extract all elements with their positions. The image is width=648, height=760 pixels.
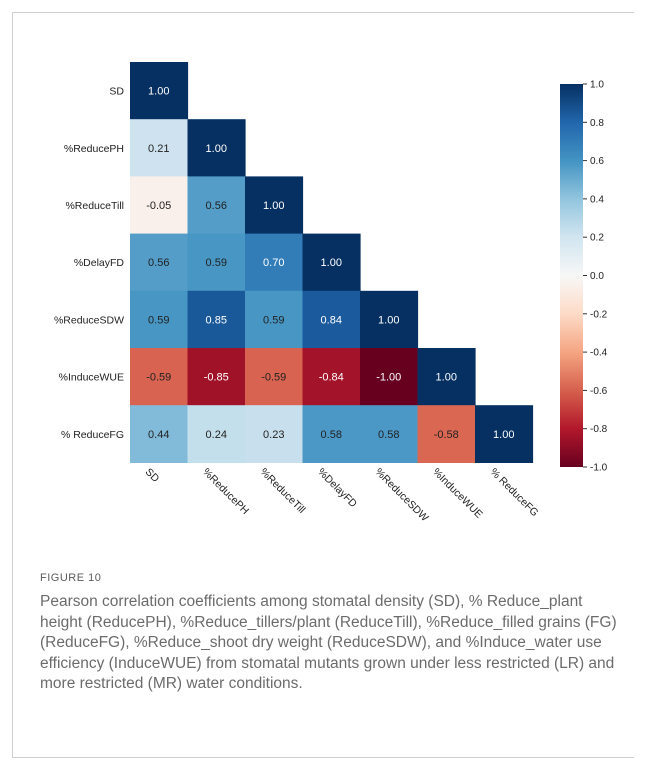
heatmap-cell [475,405,534,463]
heatmap-cell [130,348,189,406]
column-label: %InduceWUE [430,466,485,521]
heatmap-cell-value: 0.44 [148,429,169,441]
heatmap-cell-value: 1.00 [321,257,342,269]
heatmap-cell [417,348,476,406]
heatmap-cell-value: 1.00 [263,200,284,212]
colorbar-gradient [560,84,583,467]
heatmap-cell [417,405,476,463]
heatmap-cell [245,233,304,292]
heatmap-cell [130,233,189,292]
heatmap-cell-value: -0.05 [146,200,171,212]
heatmap-cell-value: -0.84 [319,372,344,384]
row-label: %DelayFD [74,257,125,269]
row-labels: SD %ReducePH %ReduceTill %DelayFD %ReduceSDW… [54,86,124,441]
heatmap-cell-value: -0.85 [204,372,229,384]
colorbar-tick-label: -0.4 [590,348,608,359]
heatmap-cell-value: 0.59 [148,314,169,326]
row-label: % ReduceFG [61,429,124,441]
row-label: SD [109,86,124,98]
heatmap-cell-value: 1.00 [148,86,169,98]
heatmap-cell [130,119,189,177]
heatmap-cell-value: 0.58 [378,429,399,441]
colorbar-tick-label: 0.8 [590,118,604,129]
heatmap-cell-value: -1.00 [376,372,401,384]
colorbar-tick-label: -0.6 [590,386,608,397]
colorbar-tick-label: 0.6 [590,156,604,167]
heatmap-cell [130,405,189,463]
heatmap-cell [130,290,189,349]
heatmap-cell-value: 0.59 [206,257,227,269]
heatmap-cell-value: 0.24 [206,429,227,441]
heatmap-cell [187,176,246,235]
colorbar-tick-label: 0.4 [590,194,604,205]
heatmap-cell-value: 0.21 [148,143,169,155]
heatmap-cell [130,176,189,235]
colorbar-tick-label: -1.0 [590,463,608,474]
heatmap-cell [245,176,304,235]
heatmap-cell-value: 0.56 [148,257,169,269]
heatmap-cell [302,348,361,406]
heatmap-cell [187,348,246,406]
heatmap-cell-value: 0.84 [321,314,342,326]
heatmap-cell [187,290,246,349]
column-label: %DelayFD [315,466,359,510]
heatmap-cell-value: -0.59 [146,372,171,384]
heatmap-cells [130,62,534,463]
figure-label: FIGURE 10 [40,572,102,584]
heatmap-cell-value: 0.23 [263,429,284,441]
row-label: %ReduceTill [65,200,124,212]
colorbar: 1.0 0.8 0.6 0.4 0.2 0.0 -0.2 -0.4 -0.6 -0.8 -1.0 [560,80,608,474]
heatmap-cell-value: 1.00 [493,429,514,441]
colorbar-tick-label: -0.2 [590,309,608,320]
column-label: % ReduceFG [488,466,541,519]
colorbar-tick-label: 1.0 [590,80,604,91]
heatmap-cell [302,233,361,292]
heatmap-cell [245,348,304,406]
heatmap-cell-value: -0.58 [434,429,459,441]
colorbar-tick-label: 0.0 [590,271,604,282]
heatmap-cell [360,290,419,349]
figure-caption: Pearson correlation coefficients among s… [40,593,617,692]
heatmap-cell-value: 0.59 [263,314,284,326]
heatmap-cell [187,119,246,177]
figure-frame [12,12,634,758]
column-label: SD [143,466,162,485]
row-label: %InduceWUE [59,372,124,384]
heatmap-cell-labels: 1.00 0.21 1.00 -0.05 0.56 1.00 0.56 0.59 0.70 1.0… [146,86,514,441]
heatmap-cell-value: 1.00 [436,372,457,384]
heatmap-cell [360,405,419,463]
heatmap-cell [245,405,304,463]
row-label: %ReducePH [64,143,124,155]
heatmap-cell-value: 0.58 [321,429,342,441]
heatmap-cell-value: 0.70 [263,257,284,269]
column-label: %ReduceTill [258,466,308,516]
heatmap-cell [245,290,304,349]
heatmap-cell [130,62,189,120]
heatmap-cell-value: 0.85 [206,314,227,326]
colorbar-tick-label: 0.2 [590,233,604,244]
heatmap-cell [360,348,419,406]
column-labels: SD %ReducePH %ReduceTill %DelayFD %ReduceSDW… [143,466,541,524]
heatmap-cell-value: 1.00 [206,143,227,155]
column-label: %ReducePH [200,466,251,517]
column-label: %ReduceSDW [373,466,431,524]
heatmap-cell [302,405,361,463]
heatmap-cell-value: 1.00 [378,314,399,326]
colorbar-tick-label: -0.8 [590,424,608,435]
heatmap-cell [187,233,246,292]
heatmap-cell [187,405,246,463]
heatmap-cell-value: -0.59 [261,372,286,384]
heatmap-cell [302,290,361,349]
heatmap-cell-value: 0.56 [206,200,227,212]
correlation-heatmap: 1.00 0.21 1.00 -0.05 0.56 1.00 0.56 0.59 0.70 1.0… [54,62,608,524]
row-label: %ReduceSDW [54,314,124,326]
